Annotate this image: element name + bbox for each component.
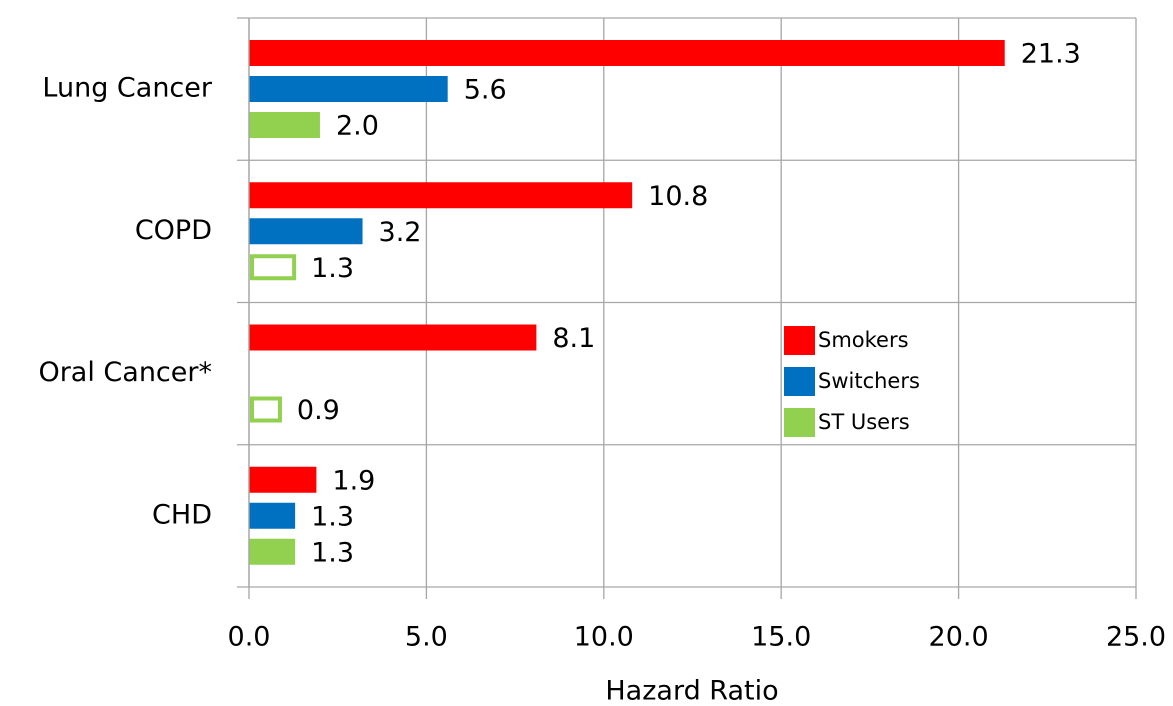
data-label: 1.3 [311,501,354,532]
legend-swatch [784,326,815,355]
x-tick-label: 0.0 [228,622,271,653]
data-label: 1.3 [311,253,354,284]
bar [249,538,296,565]
data-label: 3.2 [379,217,422,248]
bar [249,112,320,138]
x-tick-label: 5.0 [405,622,448,653]
y-tick-label: Lung Cancer [42,73,212,104]
bar [249,40,1005,66]
bar-outline [250,254,297,281]
x-tick-label: 15.0 [751,622,811,653]
y-tick-label: COPD [135,215,212,246]
bar [249,466,317,493]
bar [249,76,448,102]
legend-swatch [784,367,815,396]
data-label: 10.8 [648,181,708,212]
bar [249,324,537,351]
bar [249,218,363,245]
x-axis-title: Hazard Ratio [605,676,778,706]
bar [249,182,633,209]
data-label: 21.3 [1021,39,1081,70]
data-label: 8.1 [552,323,595,354]
legend-swatch [784,408,815,437]
x-tick-label: 25.0 [1106,622,1166,653]
data-label: 0.9 [297,395,340,426]
y-tick-label: CHD [152,499,212,530]
legend-label: Smokers [818,328,909,352]
bar-outline [250,396,282,423]
data-label: 1.9 [332,465,375,496]
data-label: 2.0 [336,111,379,142]
data-label: 1.3 [311,537,354,568]
legend-label: Switchers [818,369,920,393]
y-tick-label: Oral Cancer* [38,357,212,388]
data-label: 5.6 [464,75,507,106]
legend-label: ST Users [818,410,910,434]
bar [249,502,296,529]
x-tick-label: 10.0 [574,622,634,653]
x-tick-label: 20.0 [929,622,989,653]
